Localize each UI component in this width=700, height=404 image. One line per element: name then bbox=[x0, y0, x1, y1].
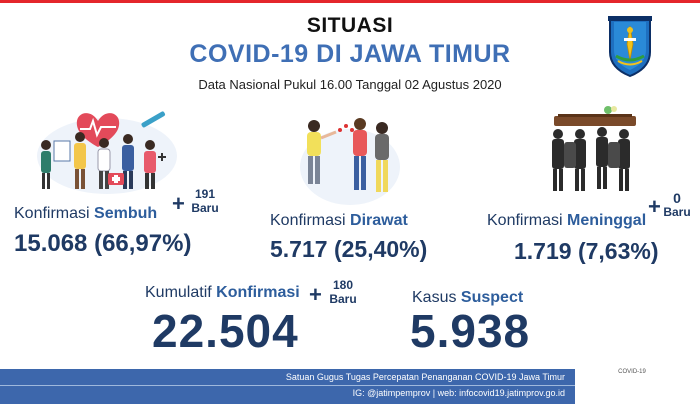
sembuh-new: 191 Baru bbox=[188, 187, 222, 215]
footer-bar: Satuan Gugus Tugas Percepatan Penanganan… bbox=[0, 369, 575, 404]
meninggal-new-count: 0 bbox=[673, 190, 681, 206]
sembuh-new-label: Baru bbox=[191, 201, 219, 215]
covid-badge: COVID-19 bbox=[618, 369, 646, 375]
sembuh-value: 15.068 (66,97%) bbox=[14, 230, 192, 257]
kumulatif-label-bold: Konfirmasi bbox=[216, 284, 300, 301]
meninggal-new-label: Baru bbox=[663, 205, 691, 219]
meninggal-label-prefix: Konfirmasi bbox=[487, 212, 568, 229]
meninggal-new: 0 Baru bbox=[662, 191, 692, 219]
dirawat-label-prefix: Konfirmasi bbox=[270, 212, 351, 229]
meninggal-value: 1.719 (7,63%) bbox=[514, 238, 659, 264]
sembuh-label-bold: Sembuh bbox=[94, 205, 158, 222]
kumulatif-new-label: Baru bbox=[329, 292, 357, 306]
dirawat-value: 5.717 (25,40%) bbox=[270, 236, 428, 262]
sembuh-new-count: 191 bbox=[194, 187, 216, 201]
footer-divider bbox=[0, 385, 575, 386]
suspect-label: Kasus Suspect bbox=[412, 289, 523, 307]
data-timestamp: Data Nasional Pukul 16.00 Tanggal 02 Agu… bbox=[198, 77, 502, 92]
kumulatif-label: Kumulatif Konfirmasi bbox=[145, 284, 300, 302]
kumulatif-new-count: 180 bbox=[332, 278, 354, 292]
situasi-heading: SITUASI bbox=[306, 14, 394, 37]
dirawat-label-bold: Dirawat bbox=[350, 212, 408, 229]
kumulatif-value: 22.504 bbox=[152, 305, 299, 357]
sembuh-plus: + bbox=[172, 191, 185, 216]
sembuh-label: Konfirmasi Sembuh bbox=[14, 205, 157, 223]
page-title: COVID-19 DI JAWA TIMUR bbox=[189, 40, 511, 68]
meninggal-label: Konfirmasi Meninggal bbox=[487, 212, 646, 230]
medical-team-illustration-icon bbox=[37, 111, 177, 194]
kumulatif-new: 180 Baru bbox=[326, 278, 360, 306]
footer-organization: Satuan Gugus Tugas Percepatan Penanganan… bbox=[285, 372, 565, 382]
coffin-bearers-illustration-icon bbox=[552, 106, 636, 191]
suspect-label-prefix: Kasus bbox=[412, 289, 461, 306]
jawa-timur-emblem-icon bbox=[608, 16, 652, 78]
meninggal-label-bold: Meninggal bbox=[567, 212, 647, 229]
dirawat-label: Konfirmasi Dirawat bbox=[270, 212, 408, 230]
kumulatif-label-prefix: Kumulatif bbox=[145, 284, 217, 301]
patient-care-illustration-icon bbox=[300, 118, 400, 205]
meninggal-plus: + bbox=[648, 194, 661, 219]
sembuh-label-prefix: Konfirmasi bbox=[14, 205, 95, 222]
suspect-value: 5.938 bbox=[410, 305, 531, 357]
footer-contact: IG: @jatimpemprov | web: infocovid19.jat… bbox=[352, 388, 565, 398]
suspect-label-bold: Suspect bbox=[460, 289, 524, 306]
top-accent-line bbox=[0, 0, 700, 3]
kumulatif-plus: + bbox=[309, 282, 322, 307]
